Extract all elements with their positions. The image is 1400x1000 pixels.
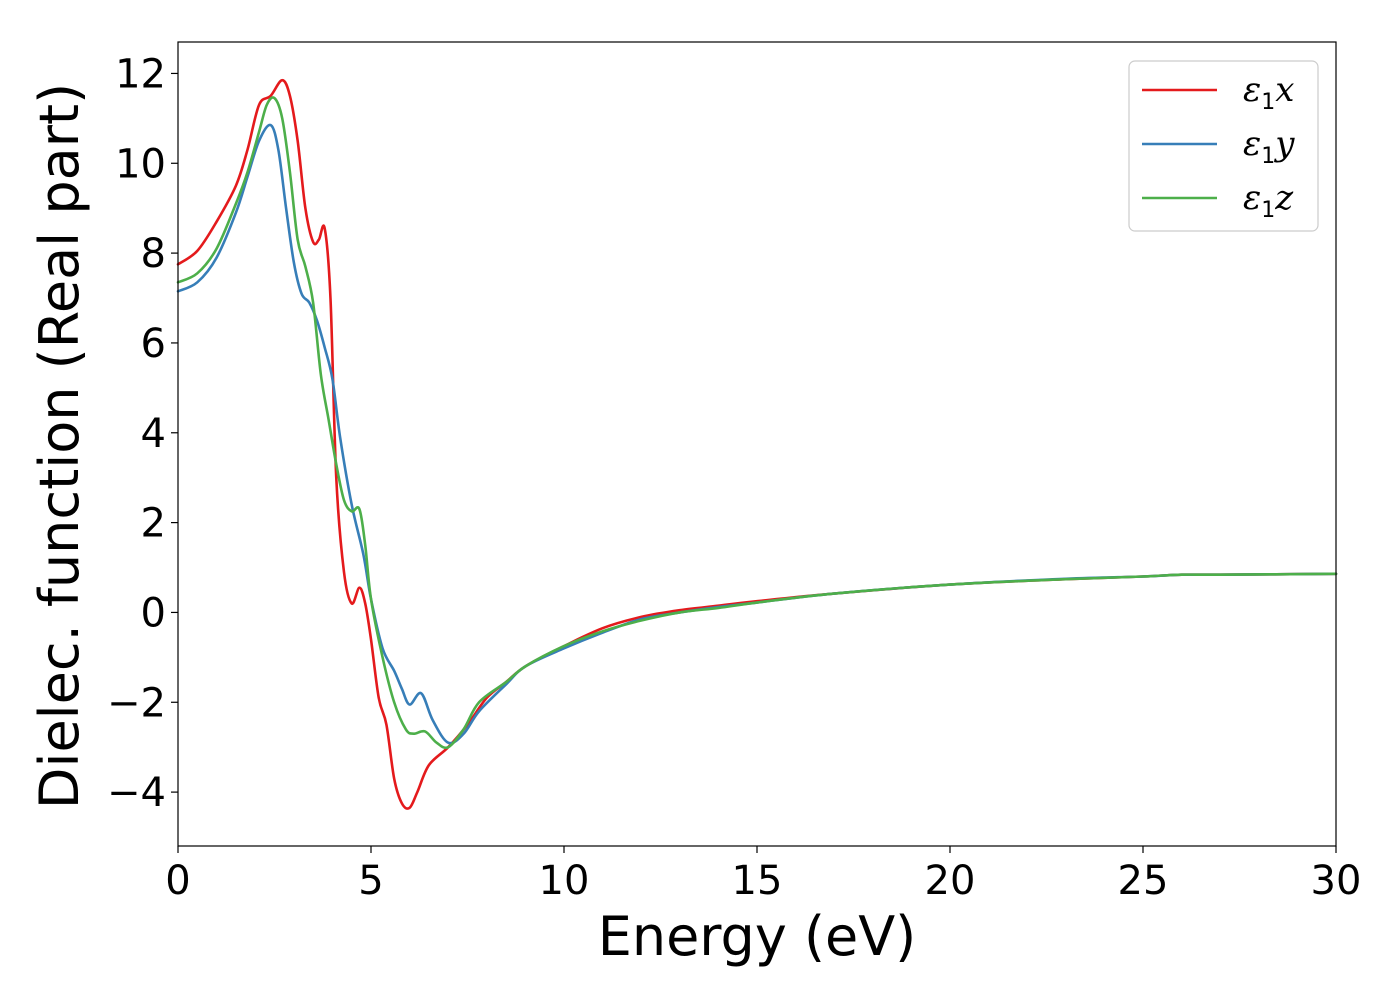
y-tick-label: −4 [107,770,166,816]
x-tick-label: 25 [1118,858,1169,904]
y-axis-ticks: −4 −2 0 2 4 6 8 10 12 [107,51,178,816]
x-tick-label: 0 [165,858,190,904]
legend: ε1x ε1y ε1z [1128,60,1319,232]
y-tick-label: 8 [141,231,166,277]
legend-label-x: ε1x [1243,70,1294,115]
x-tick-label: 5 [358,858,383,904]
legend-label-y: ε1y [1243,124,1295,169]
x-axis-title: Energy (eV) [598,905,917,968]
x-tick-label: 30 [1311,858,1362,904]
x-axis-ticks: 0 5 10 15 20 25 30 [165,846,1361,904]
series-line-z [176,96,1338,750]
y-tick-label: 10 [115,141,166,187]
x-tick-label: 15 [732,858,783,904]
x-tick-label: 10 [539,858,590,904]
legend-box [1128,60,1319,232]
y-tick-label: 6 [141,321,166,367]
y-tick-label: −2 [107,680,166,726]
x-tick-label: 20 [925,858,976,904]
y-axis-title: Dielec. function (Real part) [28,83,91,809]
y-tick-label: 4 [141,411,166,457]
series-layer [176,78,1338,810]
y-tick-label: 12 [115,51,166,97]
y-tick-label: 2 [141,501,166,547]
legend-label-z: ε1z [1243,178,1294,223]
y-tick-label: 0 [141,590,166,636]
